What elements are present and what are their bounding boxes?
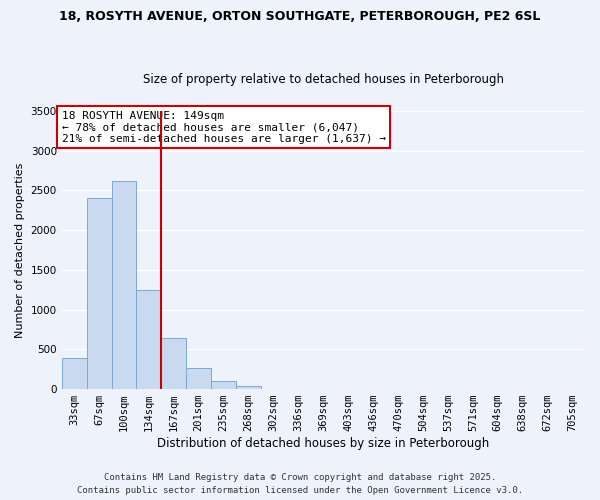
Title: Size of property relative to detached houses in Peterborough: Size of property relative to detached ho… [143, 73, 504, 86]
X-axis label: Distribution of detached houses by size in Peterborough: Distribution of detached houses by size … [157, 437, 490, 450]
Y-axis label: Number of detached properties: Number of detached properties [15, 162, 25, 338]
Bar [211, 381, 236, 389]
Bar [62, 358, 86, 389]
Bar [136, 290, 161, 389]
Text: 18 ROSYTH AVENUE: 149sqm
← 78% of detached houses are smaller (6,047)
21% of sem: 18 ROSYTH AVENUE: 149sqm ← 78% of detach… [62, 111, 386, 144]
Bar [86, 198, 112, 389]
Text: Contains HM Land Registry data © Crown copyright and database right 2025.
Contai: Contains HM Land Registry data © Crown c… [77, 474, 523, 495]
Text: 18, ROSYTH AVENUE, ORTON SOUTHGATE, PETERBOROUGH, PE2 6SL: 18, ROSYTH AVENUE, ORTON SOUTHGATE, PETE… [59, 10, 541, 23]
Bar [161, 338, 186, 389]
Bar [186, 368, 211, 389]
Bar [236, 386, 261, 389]
Bar [112, 181, 136, 389]
